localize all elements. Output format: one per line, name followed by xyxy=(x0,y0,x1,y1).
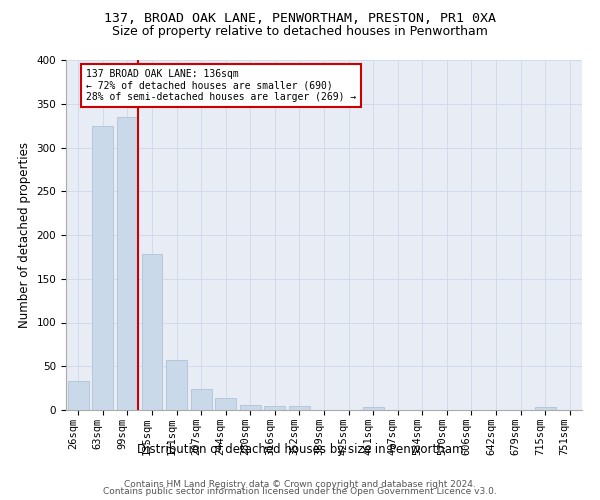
Text: Contains public sector information licensed under the Open Government Licence v3: Contains public sector information licen… xyxy=(103,487,497,496)
Text: Distribution of detached houses by size in Penwortham: Distribution of detached houses by size … xyxy=(137,442,463,456)
Bar xyxy=(191,389,212,410)
Bar xyxy=(289,406,310,410)
Text: Contains HM Land Registry data © Crown copyright and database right 2024.: Contains HM Land Registry data © Crown c… xyxy=(124,480,476,489)
Text: Size of property relative to detached houses in Penwortham: Size of property relative to detached ho… xyxy=(112,25,488,38)
Y-axis label: Number of detached properties: Number of detached properties xyxy=(18,142,31,328)
Bar xyxy=(68,381,89,410)
Bar xyxy=(142,254,163,410)
Text: 137, BROAD OAK LANE, PENWORTHAM, PRESTON, PR1 0XA: 137, BROAD OAK LANE, PENWORTHAM, PRESTON… xyxy=(104,12,496,26)
Bar xyxy=(92,126,113,410)
Text: 137 BROAD OAK LANE: 136sqm
← 72% of detached houses are smaller (690)
28% of sem: 137 BROAD OAK LANE: 136sqm ← 72% of deta… xyxy=(86,69,356,102)
Bar xyxy=(535,406,556,410)
Bar xyxy=(240,405,261,410)
Bar xyxy=(215,398,236,410)
Bar xyxy=(362,406,383,410)
Bar xyxy=(166,360,187,410)
Bar xyxy=(265,406,286,410)
Bar xyxy=(117,117,138,410)
